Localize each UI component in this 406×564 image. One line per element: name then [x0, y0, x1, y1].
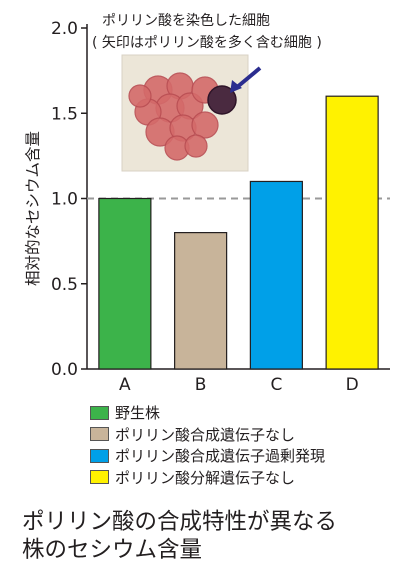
- legend-label: ポリリン酸分解遺伝子なし: [115, 468, 296, 487]
- legend-item-overexpression: ポリリン酸合成遺伝子過剰発現: [90, 445, 325, 467]
- legend-swatch: [90, 427, 109, 442]
- bar-A: [98, 197, 152, 370]
- caption-line: 株のセシウム含量: [22, 537, 203, 563]
- y-tick-label: 1.0: [51, 190, 78, 210]
- legend-swatch: [90, 405, 109, 420]
- legend-item-wild-type: 野生株: [90, 402, 325, 424]
- y-tick-label: 1.5: [51, 104, 78, 124]
- legend-label: ポリリン酸合成遺伝子なし: [115, 425, 296, 444]
- inset-subtitle: ( 矢印はポリリン酸を多く含む細胞 ): [92, 34, 322, 51]
- legend-label: 野生株: [115, 404, 161, 423]
- y-tick-label: 2.0: [51, 19, 78, 39]
- arrow-head: [230, 80, 242, 93]
- legend: 野生株 ポリリン酸合成遺伝子なし ポリリン酸合成遺伝子過剰発現 ポリリン酸分解遺…: [90, 402, 325, 488]
- legend-swatch: [90, 470, 109, 485]
- bar-C: [249, 180, 303, 370]
- red-cell: [184, 134, 208, 158]
- red-cell: [128, 84, 152, 108]
- red-cell: [191, 111, 219, 139]
- caption-line: ポリリン酸の合成特性が異なる: [22, 509, 338, 535]
- legend-item-no-degradation: ポリリン酸分解遺伝子なし: [90, 467, 325, 489]
- legend-item-no-synthesis: ポリリン酸合成遺伝子なし: [90, 424, 325, 446]
- inset-title: ポリリン酸を染色した細胞: [102, 12, 270, 29]
- y-tick-label: 0.5: [51, 275, 78, 295]
- y-axis-title: 相対的なセシウム含量: [24, 131, 42, 286]
- legend-swatch: [90, 448, 109, 463]
- bar-B: [174, 232, 228, 370]
- x-tick-label: C: [270, 375, 282, 395]
- polyphosphate-rich-cell: [207, 85, 237, 115]
- x-tick-label: B: [195, 375, 207, 395]
- figure-caption: ポリリン酸の合成特性が異なる 株のセシウム含量: [22, 508, 402, 564]
- legend-label: ポリリン酸合成遺伝子過剰発現: [115, 447, 326, 466]
- y-tick-label: 0.0: [51, 360, 78, 380]
- bars: [98, 95, 379, 370]
- bar-chart: 0.0 0.5 1.0 1.5 2.0 相対的なセシウム含量 A B C D ポリリン酸を染色した…: [24, 12, 390, 395]
- arrow-shaft: [234, 66, 262, 90]
- x-tick-label: D: [346, 375, 359, 395]
- x-tick-label: A: [119, 375, 131, 395]
- microscope-inset: ポリリン酸を染色した細胞 ( 矢印はポリリン酸を多く含む細胞 ): [92, 12, 322, 172]
- bar-D: [325, 95, 379, 370]
